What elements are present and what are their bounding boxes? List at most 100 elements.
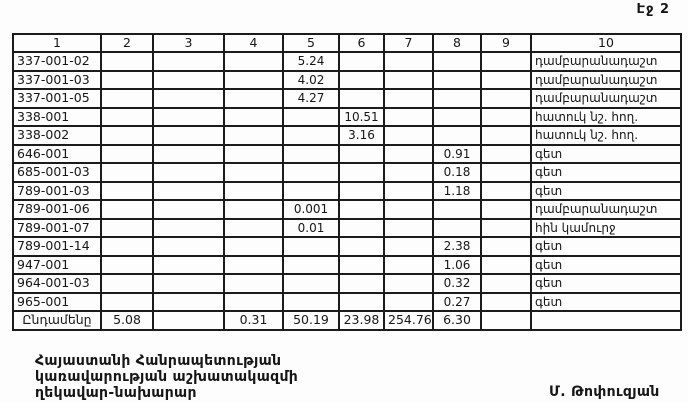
page-number-label: Էջ 2 xyxy=(636,2,670,17)
value-cell xyxy=(100,254,154,275)
column-header: 8 xyxy=(432,33,482,53)
official-title-line: Հայաստանի Հանրապետության xyxy=(35,353,282,369)
value-cell xyxy=(383,125,434,146)
table-row: 338-002 3.16 հատուկ նշ. հող. xyxy=(12,125,682,146)
value-cell xyxy=(152,51,225,72)
parcel-code-cell: 337-001-02 xyxy=(12,51,102,72)
table-row: 964-001-03 0.32 գետ xyxy=(12,273,682,294)
value-cell xyxy=(480,199,532,220)
value-cell xyxy=(480,69,532,90)
value-cell xyxy=(223,180,284,201)
land-type-cell: գետ xyxy=(530,162,682,183)
value-cell xyxy=(383,51,434,72)
value-cell xyxy=(282,254,340,275)
parcel-code-cell: 685-001-03 xyxy=(12,162,102,183)
value-cell xyxy=(432,125,482,146)
value-cell xyxy=(223,51,284,72)
table-row: 337-001-02 5.24 դամբարանադաշտ xyxy=(12,51,682,72)
value-cell xyxy=(383,254,434,275)
land-type-cell: հատուկ նշ. հող. xyxy=(530,125,682,146)
table-row: 789-001-03 1.18 գետ xyxy=(12,180,682,201)
parcel-code-cell: 789-001-03 xyxy=(12,180,102,201)
table-row: 338-001 10.51 հատուկ նշ. հող. xyxy=(12,106,682,127)
column-header: 10 xyxy=(530,33,682,53)
value-cell xyxy=(223,106,284,127)
value-cell xyxy=(383,291,434,312)
value-cell xyxy=(338,51,385,72)
value-cell xyxy=(338,162,385,183)
total-value-cell: 254.76 xyxy=(383,310,434,331)
value-cell xyxy=(223,125,284,146)
value-cell xyxy=(383,162,434,183)
table-row: 646-001 0.91 գետ xyxy=(12,143,682,164)
value-cell: 0.27 xyxy=(432,291,482,312)
value-cell xyxy=(480,162,532,183)
column-header: 6 xyxy=(338,33,385,53)
land-type-cell: հատուկ նշ. հող. xyxy=(530,106,682,127)
column-header: 1 xyxy=(12,33,102,53)
value-cell xyxy=(100,199,154,220)
total-value-cell: 6.30 xyxy=(432,310,482,331)
land-type-cell: գետ xyxy=(530,291,682,312)
land-type-cell: գետ xyxy=(530,143,682,164)
value-cell: 0.91 xyxy=(432,143,482,164)
value-cell xyxy=(338,236,385,257)
land-type-cell: դամբարանադաշտ xyxy=(530,51,682,72)
value-cell xyxy=(152,162,225,183)
value-cell xyxy=(338,254,385,275)
value-cell xyxy=(152,199,225,220)
official-title-line: կառավարության աշխատակազմի xyxy=(35,369,299,385)
value-cell xyxy=(152,125,225,146)
value-cell xyxy=(152,254,225,275)
parcel-code-cell: 789-001-06 xyxy=(12,199,102,220)
land-type-cell: դամբարանադաշտ xyxy=(530,88,682,109)
total-value-cell: 50.19 xyxy=(282,310,340,331)
value-cell xyxy=(480,236,532,257)
value-cell xyxy=(338,199,385,220)
value-cell: 2.38 xyxy=(432,236,482,257)
value-cell xyxy=(152,180,225,201)
value-cell xyxy=(223,236,284,257)
land-type-cell: հին կամուրջ xyxy=(530,217,682,238)
value-cell xyxy=(100,51,154,72)
land-type-cell: դամբարանադաշտ xyxy=(530,199,682,220)
value-cell: 5.24 xyxy=(282,51,340,72)
value-cell xyxy=(338,180,385,201)
value-cell xyxy=(480,143,532,164)
value-cell xyxy=(480,180,532,201)
value-cell xyxy=(338,273,385,294)
value-cell xyxy=(223,162,284,183)
value-cell xyxy=(480,291,532,312)
total-row: Ընդամենը 5.08 0.31 50.19 23.98 254.76 6.30 xyxy=(12,310,682,331)
value-cell: 0.01 xyxy=(282,217,340,238)
table-row: 789-001-14 2.38 գետ xyxy=(12,236,682,257)
value-cell: 0.32 xyxy=(432,273,482,294)
value-cell xyxy=(383,273,434,294)
total-value-cell: 23.98 xyxy=(338,310,385,331)
table-row: 965-001 0.27 գետ xyxy=(12,291,682,312)
value-cell xyxy=(152,106,225,127)
value-cell xyxy=(480,88,532,109)
table-header-row: 1 2 3 4 5 6 7 8 9 10 xyxy=(12,33,682,53)
table-row: 947-001 1.06 գետ xyxy=(12,254,682,275)
value-cell xyxy=(338,69,385,90)
value-cell xyxy=(100,69,154,90)
value-cell xyxy=(338,143,385,164)
value-cell: 4.02 xyxy=(282,69,340,90)
signature-name: Մ. Թոփուզյան xyxy=(549,384,660,400)
value-cell xyxy=(383,236,434,257)
parcel-code-cell: 646-001 xyxy=(12,143,102,164)
value-cell xyxy=(282,236,340,257)
column-header: 5 xyxy=(282,33,340,53)
official-title-line: ղեկավար-նախարար xyxy=(35,385,197,401)
value-cell xyxy=(152,88,225,109)
parcel-code-cell: 789-001-07 xyxy=(12,217,102,238)
value-cell xyxy=(480,51,532,72)
value-cell xyxy=(100,236,154,257)
parcel-code-cell: 964-001-03 xyxy=(12,273,102,294)
value-cell xyxy=(100,162,154,183)
value-cell xyxy=(152,291,225,312)
total-value-cell xyxy=(152,310,225,331)
parcel-code-cell: 965-001 xyxy=(12,291,102,312)
value-cell xyxy=(100,88,154,109)
